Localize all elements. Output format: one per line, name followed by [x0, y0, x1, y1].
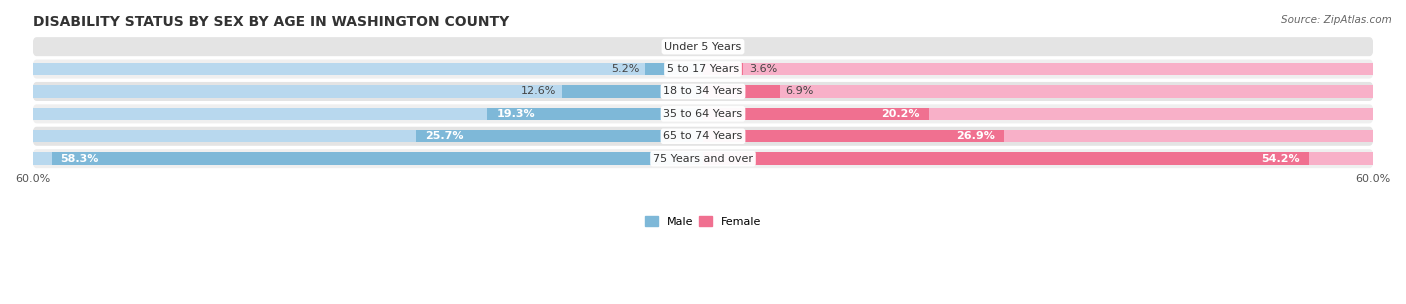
Bar: [703, 153, 1309, 165]
Bar: [32, 63, 703, 75]
Bar: [703, 85, 1374, 98]
Bar: [32, 153, 703, 165]
Bar: [703, 130, 1004, 142]
Text: 35 to 64 Years: 35 to 64 Years: [664, 109, 742, 119]
Text: DISABILITY STATUS BY SEX BY AGE IN WASHINGTON COUNTY: DISABILITY STATUS BY SEX BY AGE IN WASHI…: [32, 15, 509, 29]
Bar: [52, 153, 703, 165]
Text: 75 Years and over: 75 Years and over: [652, 154, 754, 164]
Bar: [32, 108, 703, 120]
Bar: [703, 108, 1374, 120]
FancyBboxPatch shape: [32, 37, 1374, 56]
Bar: [488, 108, 703, 120]
FancyBboxPatch shape: [32, 149, 1374, 168]
Text: 0.0%: 0.0%: [714, 42, 742, 52]
Bar: [32, 130, 703, 142]
Text: 19.3%: 19.3%: [496, 109, 534, 119]
Text: 25.7%: 25.7%: [425, 131, 464, 141]
Bar: [703, 108, 929, 120]
Text: 5 to 17 Years: 5 to 17 Years: [666, 64, 740, 74]
Text: Under 5 Years: Under 5 Years: [665, 42, 741, 52]
Text: 58.3%: 58.3%: [60, 154, 98, 164]
Legend: Male, Female: Male, Female: [644, 216, 762, 227]
Bar: [703, 63, 744, 75]
Text: 54.2%: 54.2%: [1261, 154, 1299, 164]
FancyBboxPatch shape: [32, 104, 1374, 123]
Text: 20.2%: 20.2%: [882, 109, 920, 119]
Text: 5.2%: 5.2%: [612, 64, 640, 74]
FancyBboxPatch shape: [32, 60, 1374, 78]
Bar: [416, 130, 703, 142]
Text: Source: ZipAtlas.com: Source: ZipAtlas.com: [1281, 15, 1392, 25]
Text: 65 to 74 Years: 65 to 74 Years: [664, 131, 742, 141]
Text: 0.0%: 0.0%: [664, 42, 692, 52]
Bar: [32, 85, 703, 98]
FancyBboxPatch shape: [32, 127, 1374, 146]
Text: 3.6%: 3.6%: [749, 64, 778, 74]
Text: 26.9%: 26.9%: [956, 131, 994, 141]
Text: 12.6%: 12.6%: [522, 86, 557, 96]
Text: 18 to 34 Years: 18 to 34 Years: [664, 86, 742, 96]
Text: 6.9%: 6.9%: [786, 86, 814, 96]
Bar: [703, 153, 1374, 165]
Bar: [645, 63, 703, 75]
Bar: [562, 85, 703, 98]
Bar: [703, 130, 1374, 142]
Bar: [703, 85, 780, 98]
Bar: [703, 63, 1374, 75]
FancyBboxPatch shape: [32, 82, 1374, 101]
